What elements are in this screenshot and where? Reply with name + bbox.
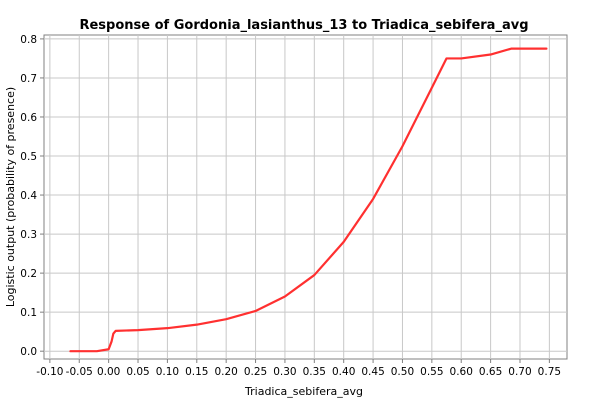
y-axis-ticks: 0.0 0.1 0.2 0.3 0.4 0.5 0.6 0.7 0.8 — [20, 34, 44, 358]
x-tick-label: 0.75 — [538, 366, 561, 378]
x-tick-label: 0.40 — [332, 366, 355, 378]
x-tick-label: 0.70 — [508, 366, 531, 378]
x-tick-label: -0.05 — [66, 366, 93, 378]
x-tick-label: 0.05 — [126, 366, 149, 378]
x-tick-label: -0.10 — [36, 366, 63, 378]
x-tick-label: 0.20 — [214, 366, 237, 378]
x-tick-label: 0.45 — [361, 366, 384, 378]
chart-title: Response of Gordonia_lasianthus_13 to Tr… — [79, 18, 528, 33]
x-tick-label: 0.35 — [303, 366, 326, 378]
y-tick-label: 0.1 — [20, 307, 37, 319]
x-tick-label: 0.25 — [244, 366, 267, 378]
y-tick-label: 0.2 — [20, 268, 37, 280]
x-axis-ticks: -0.10 -0.05 0.00 0.05 0.10 0.15 0.20 0.25 0.30 0.… — [36, 359, 561, 378]
y-axis-label: Logistic output (probability of presence… — [4, 87, 17, 307]
x-tick-label: 0.65 — [479, 366, 502, 378]
x-gridlines — [49, 35, 550, 359]
y-tick-label: 0.8 — [20, 34, 37, 46]
y-tick-label: 0.0 — [20, 346, 37, 358]
series-line-0 — [69, 47, 548, 353]
x-tick-label: 0.55 — [420, 366, 443, 378]
y-tick-label: 0.4 — [20, 190, 37, 202]
x-tick-label: 0.00 — [97, 366, 120, 378]
y-tick-label: 0.5 — [20, 151, 37, 163]
plot-area — [43, 34, 568, 360]
x-tick-label: 0.10 — [156, 366, 179, 378]
x-axis-label: Triadica_sebifera_avg — [244, 385, 363, 398]
y-gridlines — [44, 38, 567, 352]
y-tick-label: 0.3 — [20, 229, 37, 241]
y-tick-label: 0.7 — [20, 73, 37, 85]
x-tick-label: 0.15 — [185, 366, 208, 378]
x-tick-label: 0.30 — [273, 366, 296, 378]
x-tick-label: 0.60 — [450, 366, 473, 378]
x-tick-label: 0.50 — [391, 366, 414, 378]
series-layer — [69, 47, 548, 353]
y-tick-label: 0.6 — [20, 112, 37, 124]
